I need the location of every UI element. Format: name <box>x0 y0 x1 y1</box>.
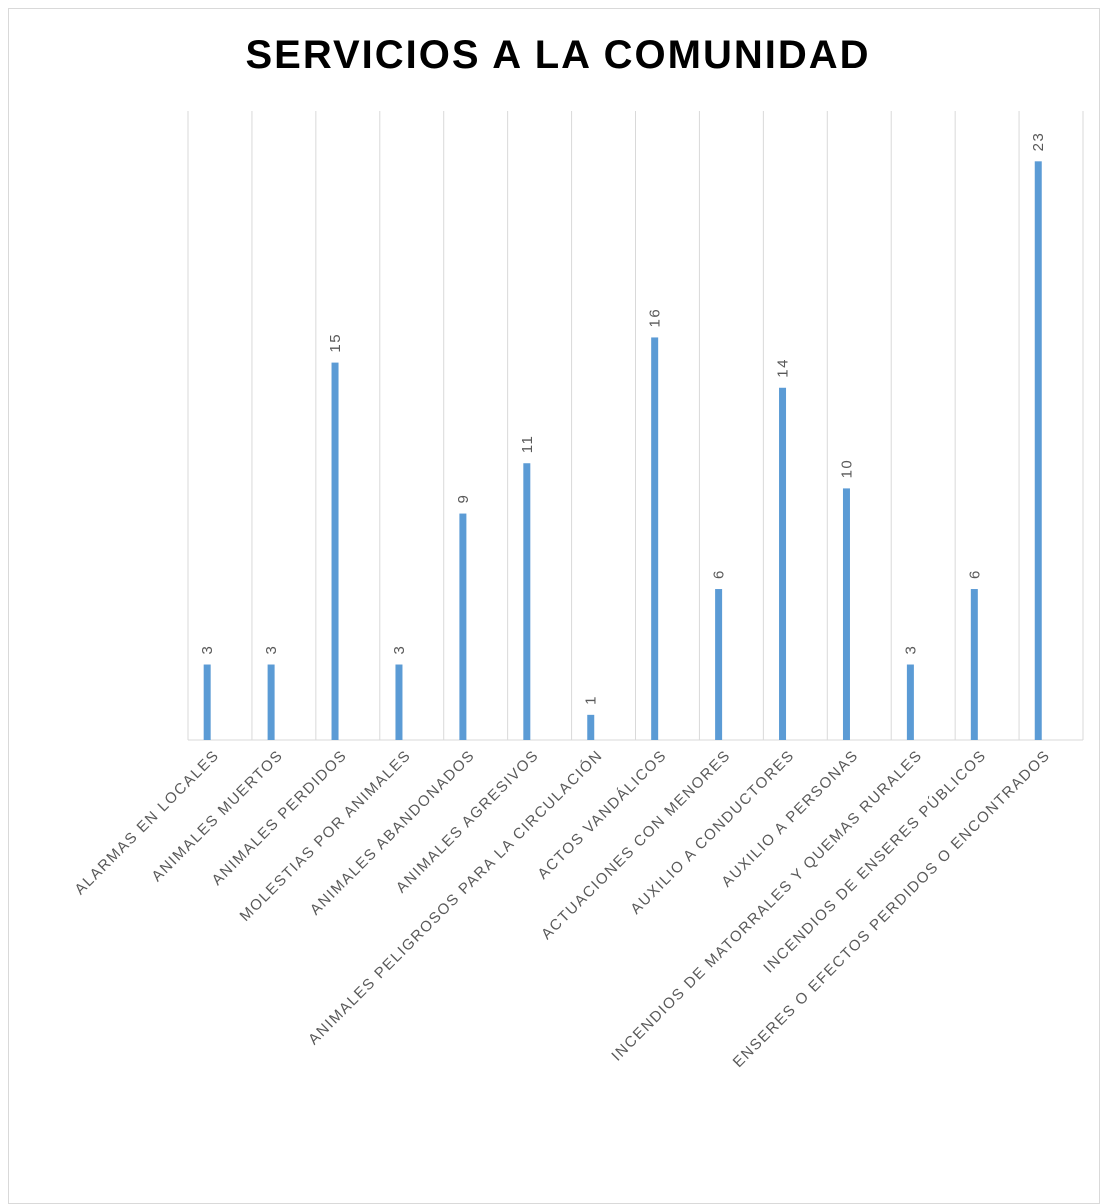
chart-title: SERVICIOS A LA COMUNIDAD <box>245 33 870 77</box>
data-label: 10 <box>838 459 855 479</box>
data-label: 14 <box>775 358 792 378</box>
bar <box>331 362 339 740</box>
data-label: 3 <box>199 645 216 655</box>
bar <box>203 664 211 740</box>
bar <box>970 589 978 740</box>
data-label: 23 <box>1030 132 1047 152</box>
bar <box>267 664 275 740</box>
data-label: 11 <box>519 435 536 454</box>
bar <box>395 664 403 740</box>
bar <box>779 387 787 740</box>
bar <box>715 589 723 740</box>
data-label: 16 <box>647 308 664 328</box>
data-label: 6 <box>711 569 728 579</box>
chart-border <box>8 8 1100 1204</box>
bar <box>906 664 914 740</box>
data-label: 3 <box>391 645 408 655</box>
bar <box>587 714 595 740</box>
data-label: 3 <box>902 645 919 655</box>
data-label: 1 <box>583 695 600 705</box>
bar <box>651 337 659 740</box>
bar <box>459 513 467 740</box>
bar <box>523 463 531 740</box>
data-label: 6 <box>966 569 983 579</box>
data-label: 15 <box>327 333 344 353</box>
data-label: 9 <box>455 494 472 504</box>
bar <box>1034 161 1042 740</box>
data-label: 3 <box>263 645 280 655</box>
bar <box>842 488 850 740</box>
